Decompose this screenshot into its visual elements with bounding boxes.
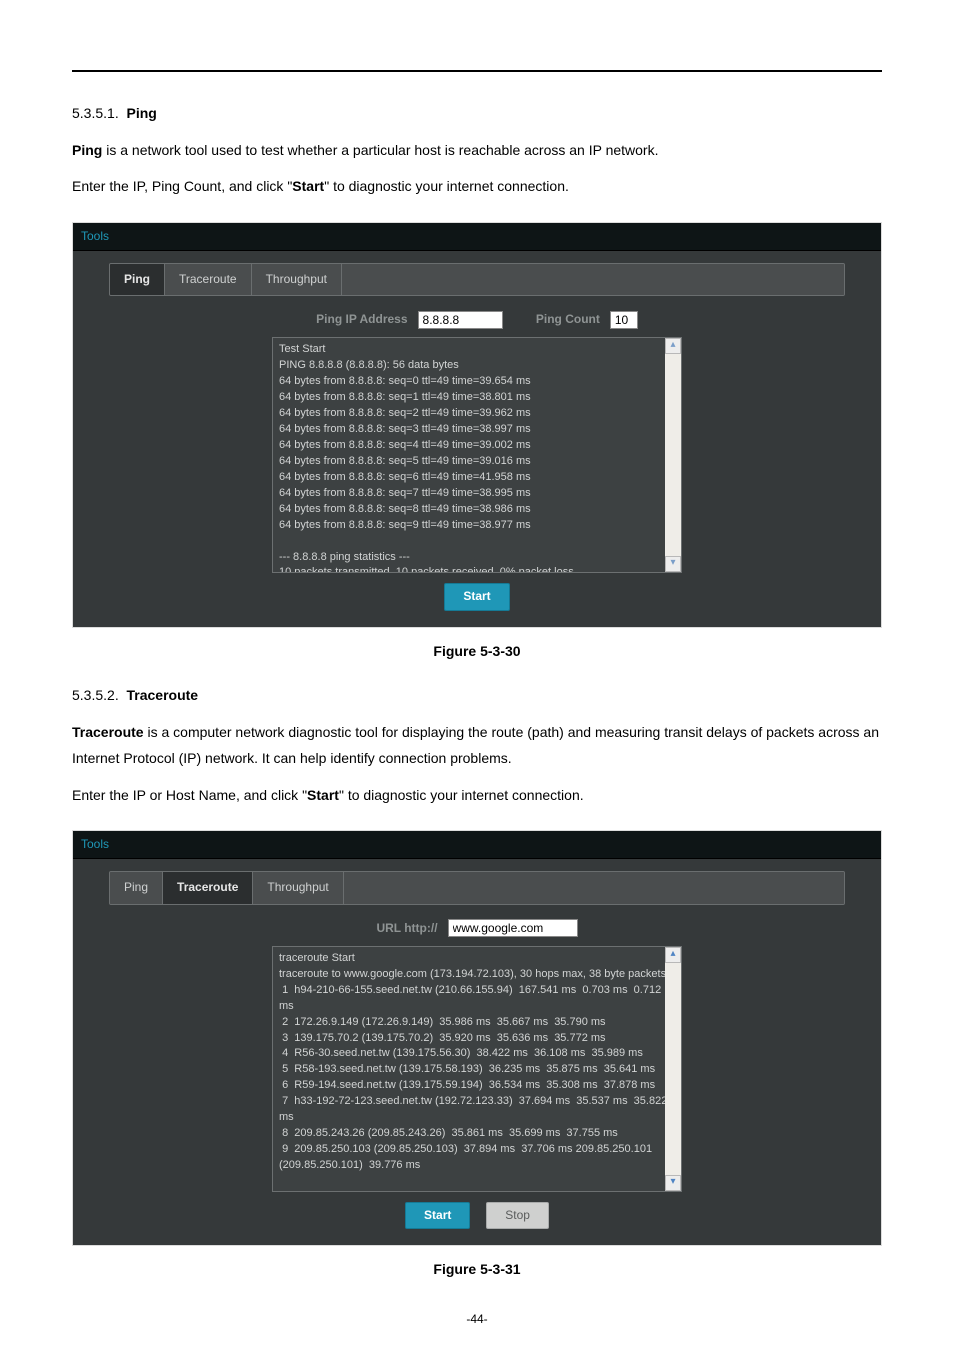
traceroute-output-text: traceroute Start traceroute to www.googl… [279, 952, 670, 1171]
traceroute-stop-button[interactable]: Stop [486, 1202, 549, 1229]
scrollbar[interactable]: ▴ ▾ [665, 338, 681, 572]
ping-desc-tail: is a network tool used to test whether a… [102, 142, 658, 158]
ping-output: Test Start PING 8.8.8.8 (8.8.8.8): 56 da… [272, 337, 682, 573]
traceroute-button-row: Start Stop [109, 1202, 845, 1229]
ping-ip-label: Ping IP Address [316, 310, 407, 329]
traceroute-form-row: URL http:// [109, 919, 845, 938]
tab-traceroute-2[interactable]: Traceroute [163, 872, 253, 903]
section-title: Ping [126, 105, 156, 121]
ping-output-text: Test Start PING 8.8.8.8 (8.8.8.8): 56 da… [279, 343, 574, 573]
ping-button-row: Start [109, 583, 845, 610]
ping-count-label: Ping Count [536, 310, 600, 329]
scroll-up-icon-2[interactable]: ▴ [665, 947, 681, 963]
scrollbar-2[interactable]: ▴ ▾ [665, 947, 681, 1191]
ping-count-input[interactable] [610, 311, 638, 329]
tab-bar: Ping Traceroute Throughput [109, 263, 845, 296]
traceroute-desc-tail: is a computer network diagnostic tool fo… [72, 724, 879, 767]
ping-desc-1: Ping is a network tool used to test whet… [72, 137, 882, 164]
section-number: 5.3.5.1. [72, 105, 119, 121]
scroll-down-icon-2[interactable]: ▾ [665, 1175, 681, 1191]
tab-ping-2[interactable]: Ping [110, 872, 163, 903]
top-rule [72, 70, 882, 72]
scroll-track-2[interactable] [665, 963, 681, 1175]
scroll-track[interactable] [665, 354, 681, 556]
section-title-2: Traceroute [126, 687, 198, 703]
tools-panel-label-2: Tools [73, 831, 881, 859]
section-number-2: 5.3.5.2. [72, 687, 119, 703]
scroll-down-icon[interactable]: ▾ [665, 556, 681, 572]
ping-form-row: Ping IP Address Ping Count [109, 310, 845, 329]
traceroute-term: Traceroute [72, 724, 144, 740]
figure-caption-2: Figure 5-3-31 [72, 1258, 882, 1280]
page-number: -44- [72, 1310, 882, 1329]
section-heading-ping: 5.3.5.1. Ping [72, 100, 882, 127]
tab-ping[interactable]: Ping [110, 264, 165, 295]
tab-bar-2: Ping Traceroute Throughput [109, 871, 845, 904]
ping-term: Ping [72, 142, 102, 158]
tab-traceroute[interactable]: Traceroute [165, 264, 252, 295]
traceroute-desc-2: Enter the IP or Host Name, and click "St… [72, 782, 882, 809]
ping-desc-2: Enter the IP, Ping Count, and click "Sta… [72, 173, 882, 200]
tools-panel-ping: Tools Ping Traceroute Throughput Ping IP… [72, 222, 882, 628]
traceroute-desc-1: Traceroute is a computer network diagnos… [72, 719, 882, 772]
url-label: URL http:// [376, 919, 437, 938]
tools-panel-label: Tools [73, 223, 881, 251]
tab-throughput[interactable]: Throughput [252, 264, 342, 295]
scroll-up-icon[interactable]: ▴ [665, 338, 681, 354]
tab-throughput-2[interactable]: Throughput [253, 872, 343, 903]
tab-spacer [342, 264, 844, 295]
ping-ip-input[interactable] [418, 311, 503, 329]
ping-start-button[interactable]: Start [444, 583, 509, 610]
traceroute-output: traceroute Start traceroute to www.googl… [272, 946, 682, 1192]
section-heading-traceroute: 5.3.5.2. Traceroute [72, 682, 882, 709]
tools-panel-traceroute: Tools Ping Traceroute Throughput URL htt… [72, 830, 882, 1246]
traceroute-start-button[interactable]: Start [405, 1202, 470, 1229]
tab-spacer-2 [344, 872, 844, 903]
url-input[interactable] [448, 919, 578, 937]
figure-caption-1: Figure 5-3-30 [72, 640, 882, 662]
